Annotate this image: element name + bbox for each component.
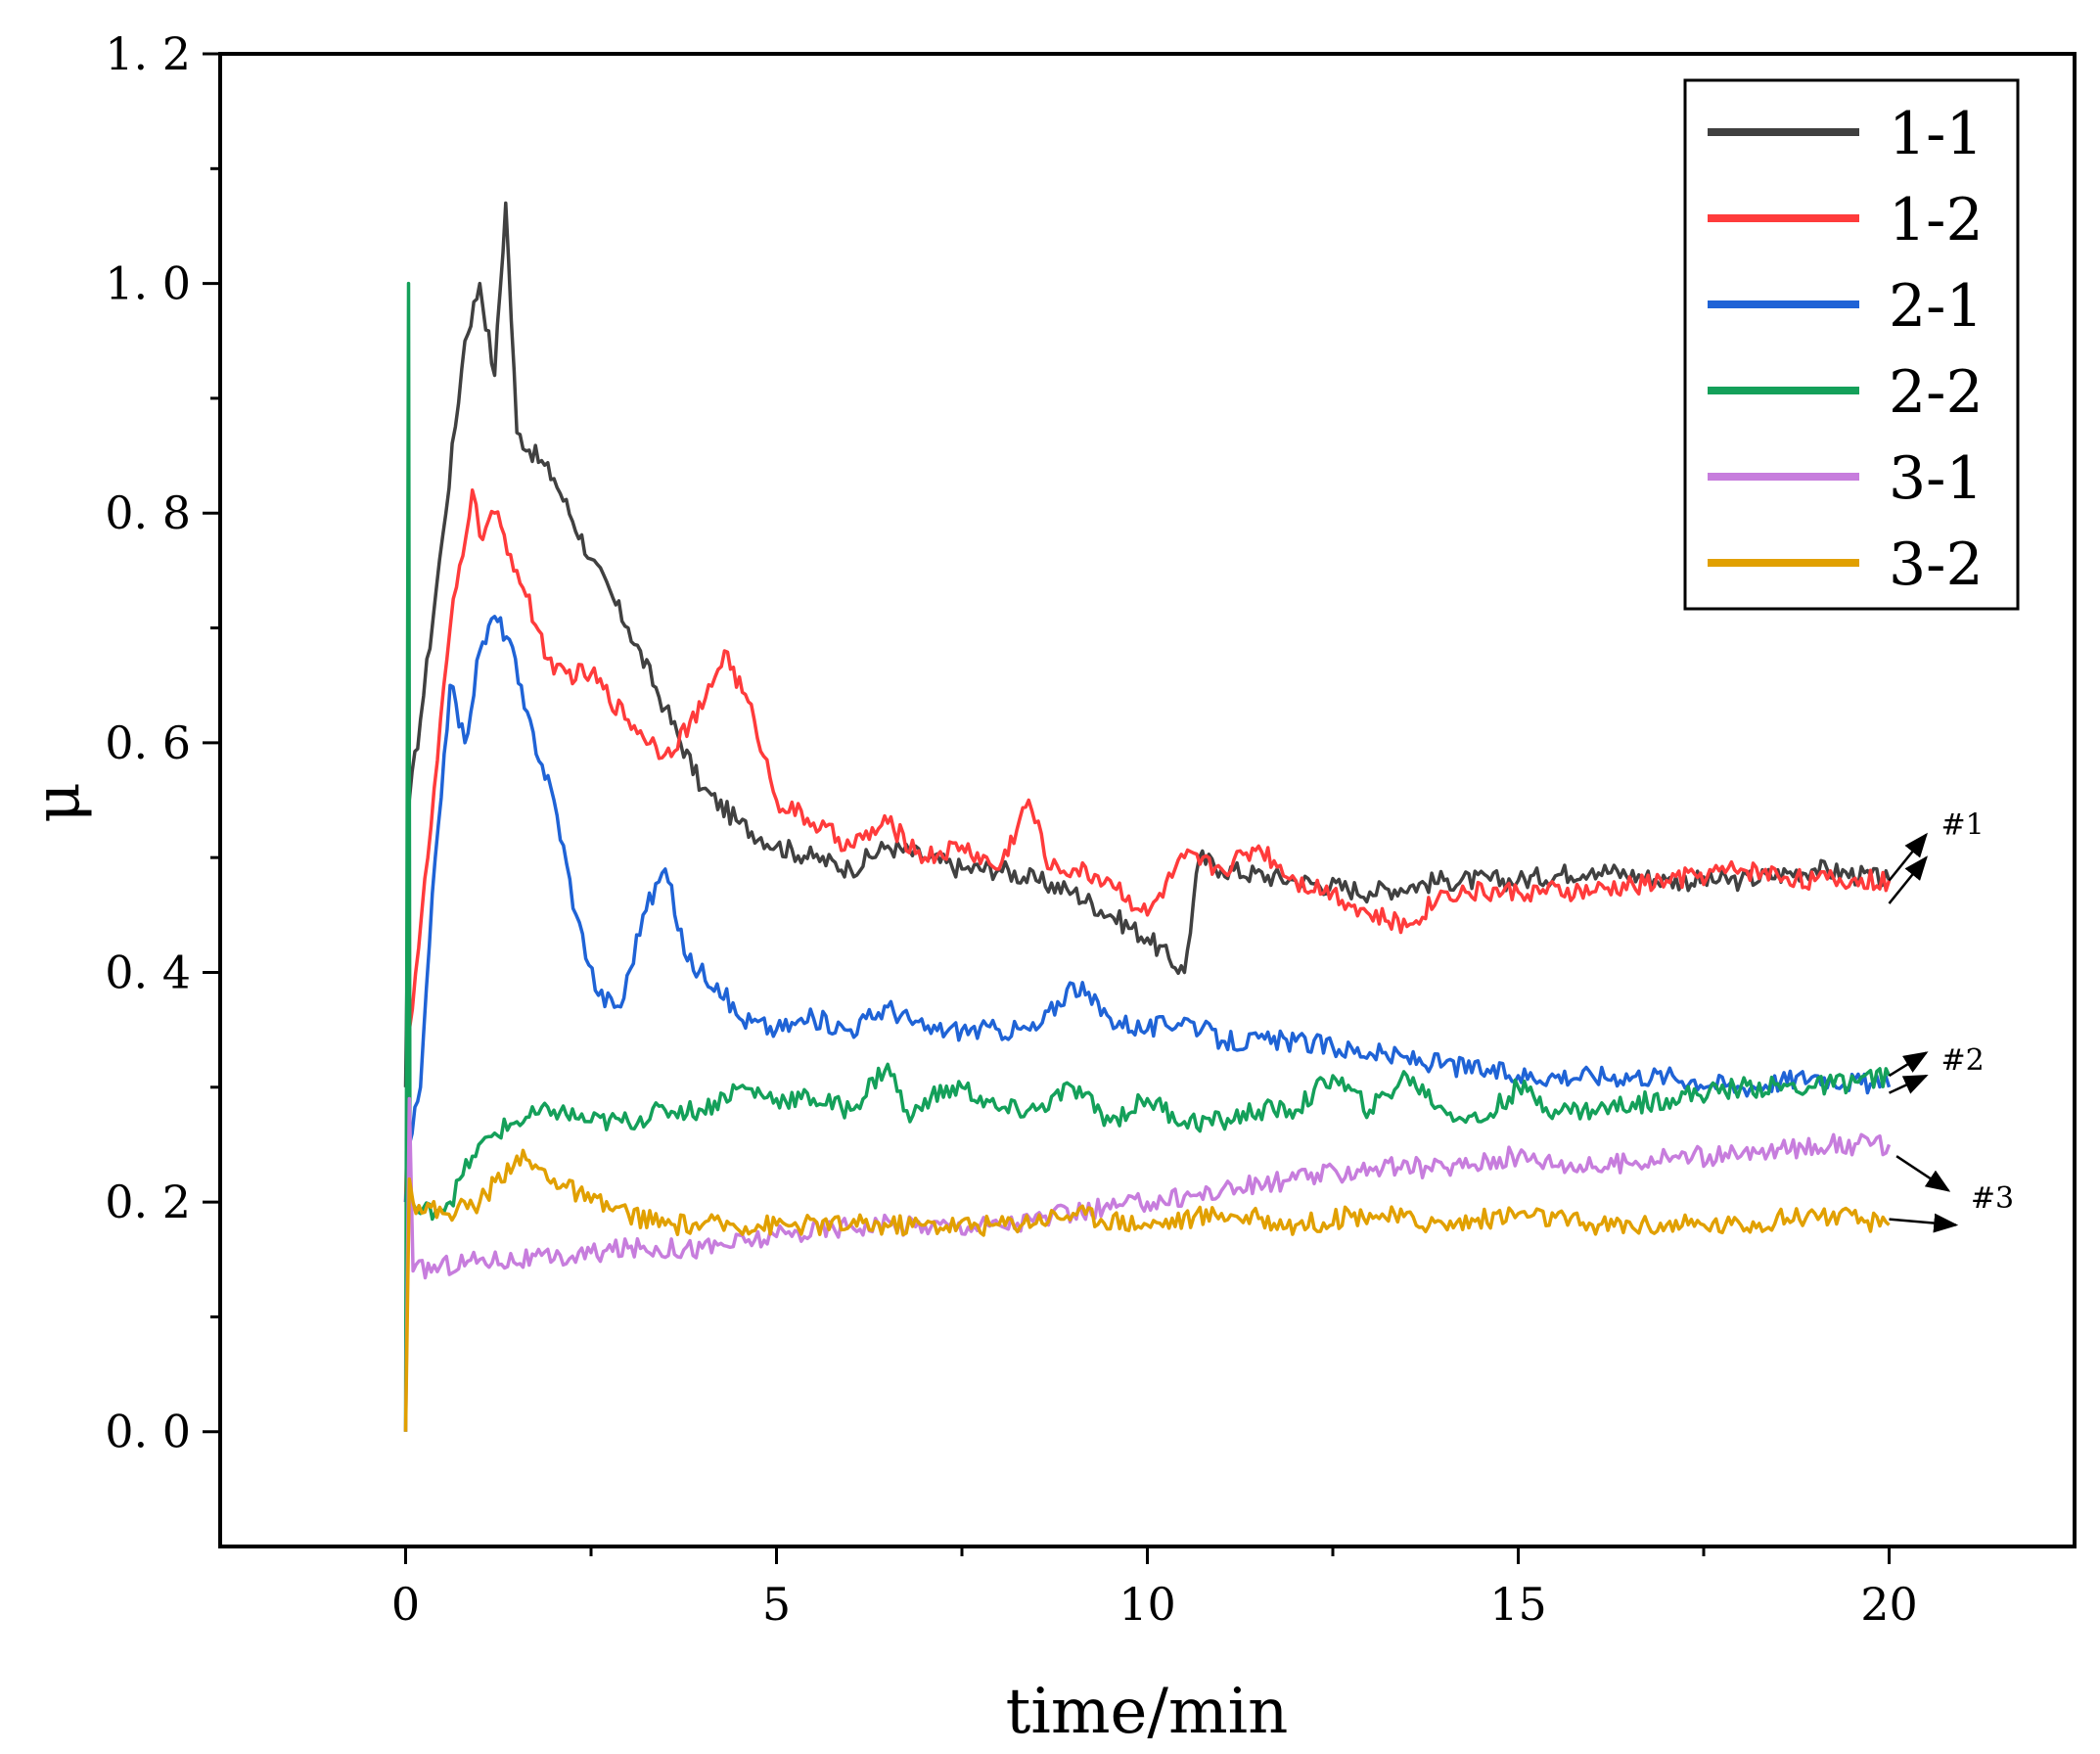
series-line-2-2 [403, 281, 1892, 1432]
series-lines [403, 201, 1892, 1432]
annotation-arrow [1888, 855, 1928, 904]
annotation-arrow [1889, 1213, 1959, 1233]
legend-box [1683, 78, 2020, 611]
x-tick-label: 0 [391, 1578, 420, 1631]
x-tick-label: 20 [1860, 1578, 1918, 1631]
x-tick-label: 5 [762, 1578, 791, 1631]
x-tick-label: 10 [1118, 1578, 1176, 1631]
legend-label-2-2: 2-2 [1889, 358, 1984, 427]
annotation-label: #3 [1971, 1181, 2014, 1216]
y-tick-label: 0. 6 [105, 716, 191, 769]
legend-label-2-1: 2-1 [1889, 272, 1984, 341]
annotation-arrow [1888, 1074, 1929, 1094]
y-tick-label: 0. 8 [105, 486, 191, 539]
y-axis-title: μ [22, 782, 94, 823]
annotation-label: #2 [1941, 1043, 1985, 1078]
legend-label-1-1: 1-1 [1889, 100, 1984, 168]
legend-label-3-2: 3-2 [1889, 531, 1984, 599]
annotations: #1 #2 #3 [1888, 808, 2014, 1233]
x-tick-label: 15 [1489, 1578, 1547, 1631]
annotation-arrow [1895, 1155, 1951, 1192]
series-line-3-1 [403, 1096, 1892, 1432]
y-tick-label: 0. 0 [105, 1406, 191, 1458]
y-tick-label: 1. 2 [105, 27, 191, 80]
annotation-arrow [1888, 832, 1928, 882]
annotation-label: #1 [1941, 808, 1985, 843]
annotation-arrow [1888, 1051, 1929, 1078]
axis-ticks: 0 5 10 15 20 0. 0 0. 2 0. 4 0. 6 0. 8 1. 0 1. 2 [105, 27, 1918, 1631]
series-line-2-1 [403, 615, 1892, 1203]
series-line-1-2 [403, 488, 1892, 1203]
x-axis-title: time/min [1006, 1676, 1289, 1748]
legend: 1-1 1-2 2-1 2-2 3-1 3-2 [1683, 78, 2020, 611]
series-line-1-1 [403, 201, 1892, 1087]
series-line-3-2 [403, 1148, 1891, 1432]
y-tick-label: 0. 2 [105, 1176, 191, 1228]
y-tick-label: 1. 0 [105, 257, 191, 310]
y-tick-label: 0. 4 [105, 946, 191, 998]
legend-label-3-1: 3-1 [1889, 444, 1984, 513]
legend-label-1-2: 1-2 [1889, 186, 1984, 254]
